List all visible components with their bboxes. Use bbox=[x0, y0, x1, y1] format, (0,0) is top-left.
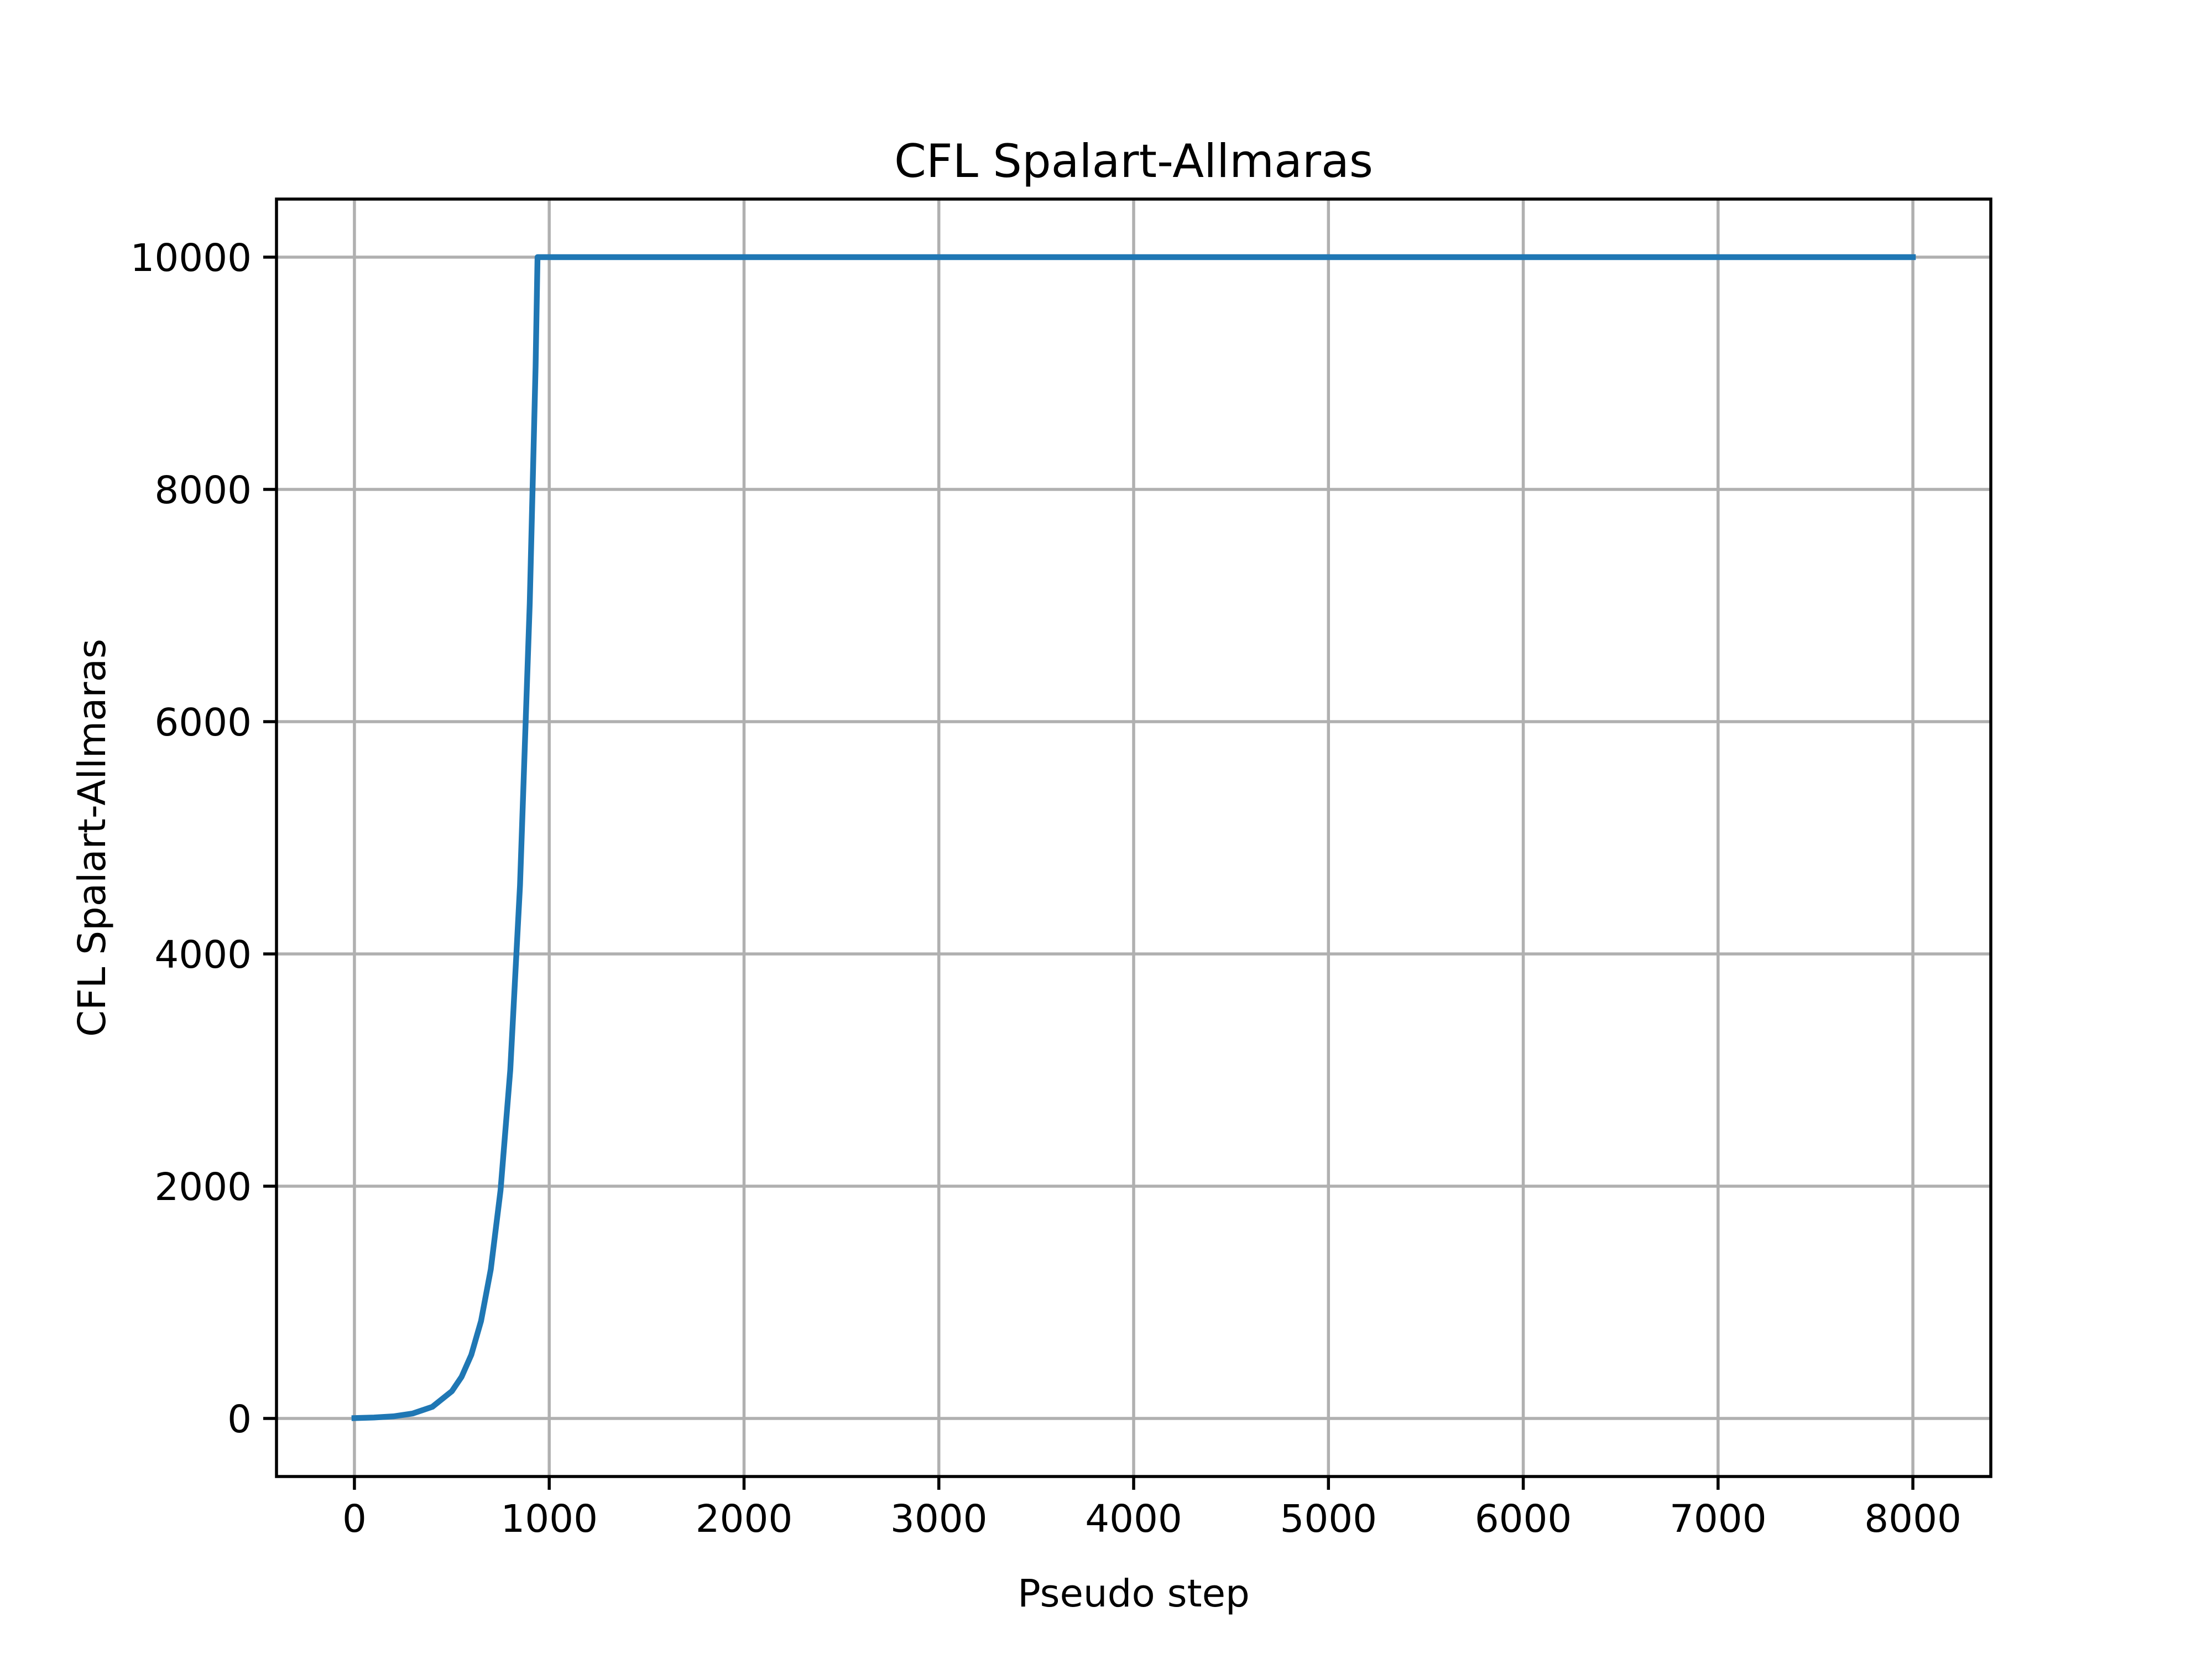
x-tick-label: 4000 bbox=[1085, 1497, 1182, 1541]
x-tick-label: 1000 bbox=[500, 1497, 598, 1541]
y-tick-label: 2000 bbox=[154, 1165, 252, 1209]
x-tick-label: 3000 bbox=[890, 1497, 988, 1541]
x-tick-label: 8000 bbox=[1864, 1497, 1961, 1541]
y-tick-label: 10000 bbox=[131, 236, 252, 280]
x-tick-label: 5000 bbox=[1280, 1497, 1377, 1541]
x-tick-label: 7000 bbox=[1670, 1497, 1767, 1541]
grid bbox=[276, 199, 1991, 1477]
x-axis-label: Pseudo step bbox=[1018, 1572, 1250, 1616]
x-tick-label: 2000 bbox=[696, 1497, 793, 1541]
y-tick-label: 6000 bbox=[154, 701, 252, 745]
ticks: 0 1000 2000 3000 4000 5000 6000 7000 8000 0 2000 40… bbox=[131, 236, 1961, 1541]
y-tick-label: 4000 bbox=[154, 933, 252, 977]
y-tick-label: 8000 bbox=[154, 468, 252, 513]
line-series bbox=[351, 254, 1916, 1421]
plot-area bbox=[351, 254, 1916, 1421]
y-axis-label: CFL Spalart-Allmaras bbox=[70, 639, 114, 1037]
y-tick-label: 0 bbox=[227, 1397, 252, 1442]
chart-title: CFL Spalart-Allmaras bbox=[894, 134, 1373, 188]
x-tick-label: 0 bbox=[342, 1497, 367, 1541]
x-tick-label: 6000 bbox=[1475, 1497, 1572, 1541]
